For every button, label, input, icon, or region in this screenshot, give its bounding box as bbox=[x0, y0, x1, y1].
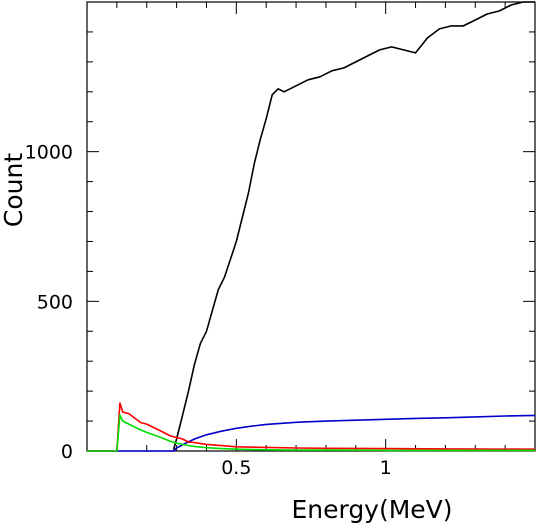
y-axis-title: Count bbox=[0, 153, 28, 227]
y-tick-labels: 0 500 1000 bbox=[25, 142, 73, 463]
x-tick-labels: 0.5 1 bbox=[221, 457, 391, 479]
plot-frame bbox=[86, 1, 536, 452]
y-tick-label: 500 bbox=[37, 291, 73, 313]
x-tick-label: 0.5 bbox=[221, 457, 251, 479]
y-tick-label: 1000 bbox=[25, 142, 73, 164]
series-group bbox=[87, 1, 536, 452]
series-line-2 bbox=[87, 414, 536, 452]
tick-marks bbox=[87, 2, 535, 451]
series-line-1 bbox=[172, 1, 535, 450]
y-tick-label: 0 bbox=[61, 441, 73, 463]
series-line-4 bbox=[87, 414, 535, 452]
x-axis-title: Energy(MeV) bbox=[291, 495, 452, 524]
x-tick-label: 1 bbox=[380, 457, 392, 479]
series-line-3 bbox=[87, 402, 536, 452]
